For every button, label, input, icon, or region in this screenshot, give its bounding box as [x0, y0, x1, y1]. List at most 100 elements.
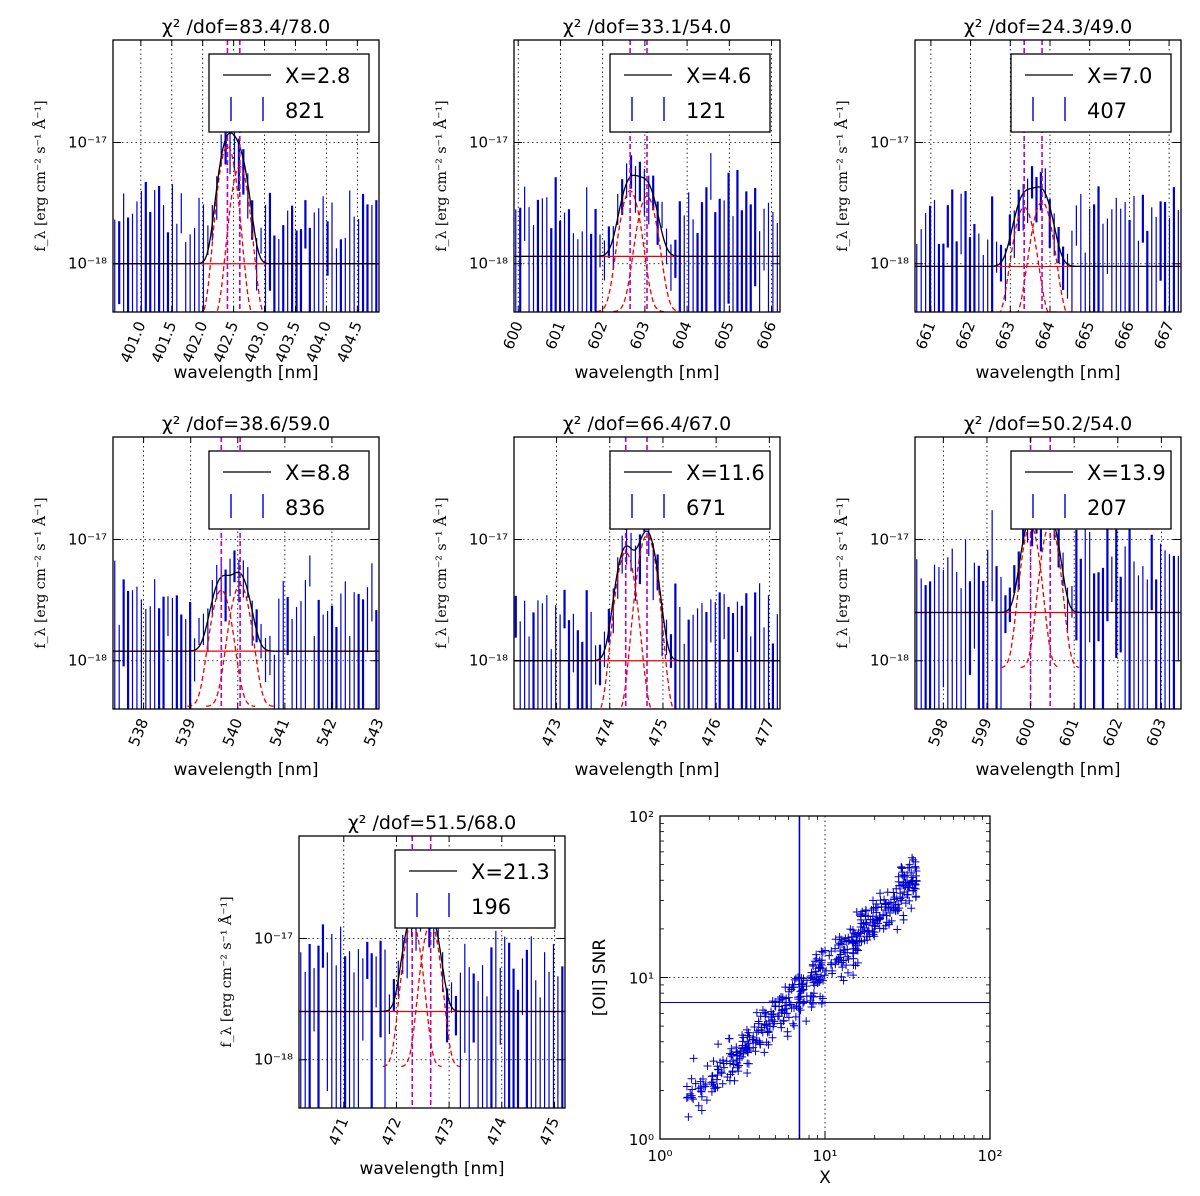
spectrum-panel-6: 598 599 600 601 602 603 10⁻¹⁸ 10⁻¹⁷ χ² /dof=50.2… — [833, 413, 1182, 780]
x-tick-label: 661 — [912, 319, 939, 352]
scatter-point — [691, 1079, 700, 1088]
scatter-point — [720, 1063, 729, 1072]
legend-box — [208, 53, 370, 133]
scatter-point — [826, 960, 835, 969]
scatter-point — [881, 921, 890, 930]
scatter-point — [903, 890, 912, 899]
scatter-point — [867, 906, 876, 915]
scatter-point — [849, 960, 858, 969]
legend: X=13.9 207 — [1010, 450, 1172, 530]
legend: X=8.8 836 — [208, 450, 370, 530]
x-tick-label: 403.5 — [271, 319, 304, 366]
x-axis-label: wavelength [nm] — [574, 760, 719, 780]
y-axis-label: f_λ [erg cm⁻² s⁻¹ Å⁻¹] — [31, 100, 49, 251]
scatter-point — [907, 868, 916, 877]
y-tick-label: 10⁻¹⁸ — [254, 1051, 293, 1069]
scatter-point — [727, 1050, 736, 1059]
y-tick-label: 10⁻¹⁷ — [254, 929, 293, 947]
scatter-point — [907, 904, 916, 913]
scatter-point — [832, 955, 841, 964]
scatter-point — [713, 1062, 722, 1071]
scatter-point — [908, 876, 917, 885]
scatter-point — [911, 857, 920, 866]
scatter-point — [909, 873, 918, 882]
y-axis-label: f_λ [erg cm⁻² s⁻¹ Å⁻¹] — [217, 896, 235, 1047]
scatter-point — [729, 1060, 738, 1069]
scatter-point — [862, 919, 871, 928]
scatter-point — [821, 946, 830, 955]
scatter-point — [750, 1022, 759, 1031]
scatter-point — [684, 1112, 693, 1121]
scatter-point — [911, 893, 920, 902]
component-line-1 — [989, 206, 1060, 312]
scatter-point — [760, 1048, 769, 1057]
plot-content — [113, 437, 379, 709]
scatter-point — [713, 1083, 722, 1092]
x-tick-label: 402.0 — [178, 319, 211, 366]
scatter-point — [808, 960, 817, 969]
panel-title: χ² /dof=50.2/54.0 — [964, 413, 1132, 435]
scatter-point — [864, 926, 873, 935]
scatter-point — [765, 1028, 774, 1037]
scatter-point — [756, 1040, 765, 1049]
scatter-point — [730, 1076, 739, 1085]
scatter-point — [909, 855, 918, 864]
scatter-point — [708, 1071, 717, 1080]
scatter-point — [790, 1021, 799, 1030]
x-axis-label: X — [819, 1168, 831, 1188]
scatter-point — [784, 1013, 793, 1022]
scatter-point — [699, 1082, 708, 1091]
x-tick-label: 10⁰ — [647, 1147, 672, 1165]
panel-title: χ² /dof=38.6/59.0 — [162, 413, 330, 435]
plot-content — [915, 437, 1181, 709]
scatter-point — [816, 975, 825, 984]
plot-content — [299, 836, 565, 1108]
legend-model-label: X=7.0 — [1087, 64, 1152, 88]
legend-model-label: X=13.9 — [1087, 461, 1166, 485]
scatter-point — [807, 968, 816, 977]
x-tick-label: 471 — [325, 1115, 352, 1148]
spectrum-panel-1: 401.0401.5402.0402.5403.0403.5404.0404.5… — [31, 16, 380, 383]
scatter-point — [868, 915, 877, 924]
scatter-point — [752, 1008, 761, 1017]
x-axis-label: wavelength [nm] — [574, 363, 719, 383]
legend-model-label: X=2.8 — [285, 64, 350, 88]
scatter-point — [853, 946, 862, 955]
scatter-point — [687, 1074, 696, 1083]
scatter-point — [876, 896, 885, 905]
scatter-point — [697, 1106, 706, 1115]
x-tick-label: 603 — [626, 319, 653, 352]
scatter-point — [738, 1041, 747, 1050]
y-tick-label: 10⁻¹⁸ — [68, 255, 107, 273]
scatter-point — [897, 862, 906, 871]
legend-box — [1010, 53, 1172, 133]
scatter-point — [783, 1027, 792, 1036]
x-tick-label: 404.5 — [333, 319, 366, 366]
legend-box — [609, 53, 771, 133]
scatter-point — [738, 1052, 747, 1061]
scatter-point — [828, 966, 837, 975]
scatter-point — [775, 994, 784, 1003]
y-tick-label: 10² — [629, 808, 654, 826]
y-axis-label: [OII] SNR — [590, 939, 610, 1017]
spectrum-panel-7: 471 472 473 474 475 10⁻¹⁸ 10⁻¹⁷ χ² /dof=51.5/68… — [217, 812, 566, 1179]
panel-title: χ² /dof=66.4/67.0 — [563, 413, 731, 435]
x-axis-label: wavelength [nm] — [173, 363, 318, 383]
scatter-point — [843, 952, 852, 961]
x-axis-label: wavelength [nm] — [173, 760, 318, 780]
component-line-2 — [613, 195, 681, 312]
scatter-point — [760, 1020, 769, 1029]
model-curve — [915, 186, 1181, 268]
x-tick-label: 401.5 — [148, 319, 181, 366]
legend-data-label: 196 — [471, 895, 511, 919]
legend: X=7.0 407 — [1010, 53, 1172, 133]
scatter-point — [869, 930, 878, 939]
y-axis-label: f_λ [erg cm⁻² s⁻¹ Å⁻¹] — [833, 100, 851, 251]
y-tick-label: 10⁻¹⁸ — [870, 652, 909, 670]
legend-box — [208, 450, 370, 530]
spectrum-panel-4: 538 539 540 541 542 543 10⁻¹⁸ 10⁻¹⁷ χ² /dof=38.6… — [31, 413, 388, 780]
x-tick-label: 541 — [266, 716, 293, 749]
model-curve — [113, 571, 379, 652]
y-axis-label: f_λ [erg cm⁻² s⁻¹ Å⁻¹] — [31, 497, 49, 648]
scatter-point — [880, 895, 889, 904]
